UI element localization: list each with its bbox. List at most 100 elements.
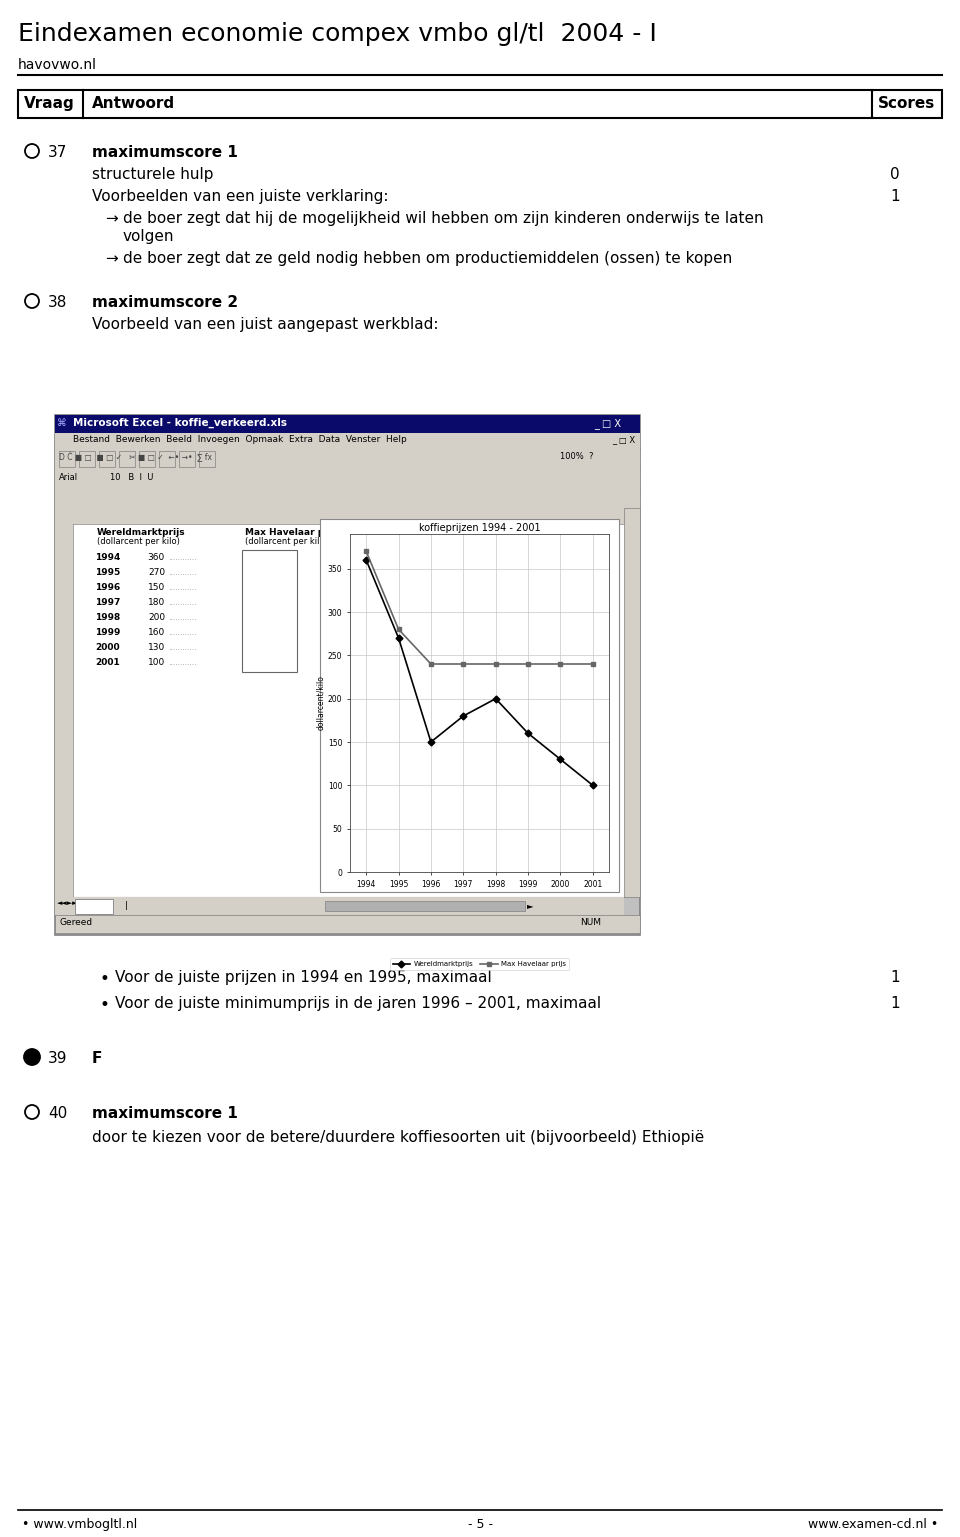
Text: ............: ............ (168, 553, 197, 563)
Bar (75, 899, 113, 915)
Text: 240: 240 (277, 629, 294, 636)
Bar (55, 415, 640, 934)
Text: 1996: 1996 (95, 583, 120, 592)
Text: 2000: 2000 (95, 642, 120, 652)
Text: 130: 130 (148, 642, 165, 652)
Max Havelaar prijs (490, 655, 501, 673)
Max Havelaar prijs (555, 655, 566, 673)
Text: 1: 1 (890, 970, 900, 985)
Text: Arial: Arial (59, 473, 78, 483)
Bar (55, 415, 71, 433)
Text: 10   B  I  U: 10 B I U (110, 473, 154, 483)
Text: Wereldmarktprijs: Wereldmarktprijs (97, 529, 185, 536)
Bar (55, 490, 640, 509)
Text: 240: 240 (277, 613, 294, 622)
Line: Max Havelaar prijs: Max Havelaar prijs (364, 549, 595, 667)
Legend: Wereldmarktprijs, Max Havelaar prijs: Wereldmarktprijs, Max Havelaar prijs (390, 959, 569, 970)
Max Havelaar prijs (522, 655, 534, 673)
Text: ◄◄►►: ◄◄►► (57, 901, 79, 905)
Text: Antwoord: Antwoord (92, 95, 175, 111)
Bar (120, 898, 320, 915)
Bar (624, 509, 640, 898)
Line: Wereldmarktprijs: Wereldmarktprijs (364, 558, 595, 788)
Wereldmarktprijs (522, 724, 534, 742)
Bar (55, 509, 73, 898)
Text: 100: 100 (148, 658, 165, 667)
Text: →: → (105, 211, 118, 226)
Text: •: • (100, 996, 109, 1014)
Bar (199, 450, 215, 467)
Text: NUM: NUM (580, 918, 601, 927)
Text: Bestand  Bewerken  Beeld  Invoegen  Opmaak  Extra  Data  Venster  Help: Bestand Bewerken Beeld Invoegen Opmaak E… (73, 435, 407, 444)
Text: 40: 40 (48, 1107, 67, 1120)
Text: 240: 240 (277, 598, 294, 607)
Text: www.examen-cd.nl •: www.examen-cd.nl • (807, 1519, 938, 1531)
Bar (99, 450, 115, 467)
Text: 100%  ?: 100% ? (560, 452, 593, 461)
Text: ............: ............ (168, 642, 197, 652)
Text: ............: ............ (168, 598, 197, 607)
Text: 240: 240 (277, 642, 294, 652)
Text: ............: ............ (168, 583, 197, 592)
Text: de boer zegt dat ze geld nodig hebben om productiemiddelen (ossen) te kopen: de boer zegt dat ze geld nodig hebben om… (123, 251, 732, 266)
Text: 39: 39 (48, 1051, 67, 1067)
Text: Voorbeelden van een juiste verklaring:: Voorbeelden van een juiste verklaring: (92, 189, 389, 204)
Text: 1: 1 (890, 996, 900, 1011)
Text: 270: 270 (148, 569, 165, 576)
Text: 280: 280 (276, 569, 294, 576)
Max Havelaar prijs (458, 655, 469, 673)
Text: 1999: 1999 (95, 629, 120, 636)
Wereldmarktprijs (425, 733, 437, 752)
Text: 1997: 1997 (95, 598, 120, 607)
Text: ............: ............ (168, 658, 197, 667)
Text: 160: 160 (148, 629, 165, 636)
Text: 38: 38 (48, 295, 67, 310)
Text: volgen: volgen (123, 229, 175, 244)
Text: _ □ X: _ □ X (612, 435, 636, 444)
Text: D Ĉ ■ □  ■ □ ✓   ✂ ■ □ ✓  ←• →•  ∑ fx: D Ĉ ■ □ ■ □ ✓ ✂ ■ □ ✓ ←• →• ∑ fx (59, 452, 212, 463)
Wereldmarktprijs (555, 750, 566, 768)
Text: 200: 200 (148, 613, 165, 622)
Text: ............: ............ (168, 629, 197, 636)
Text: 370: 370 (276, 553, 294, 563)
Wereldmarktprijs (458, 707, 469, 725)
Text: Voorbeeld van een juist aangepast werkblad:: Voorbeeld van een juist aangepast werkbl… (92, 317, 439, 332)
Text: ............: ............ (168, 569, 197, 576)
Text: 180: 180 (148, 598, 165, 607)
Bar (320, 520, 619, 891)
Max Havelaar prijs (360, 543, 372, 561)
Text: →: → (105, 251, 118, 266)
Text: door te kiezen voor de betere/duurdere koffiesoorten uit (bijvoorbeeld) Ethiopië: door te kiezen voor de betere/duurdere k… (92, 1130, 705, 1145)
Max Havelaar prijs (425, 655, 437, 673)
Text: (dollarcent per kilo): (dollarcent per kilo) (97, 536, 180, 546)
Bar (55, 915, 640, 933)
Bar (55, 415, 640, 433)
Text: maximumscore 1: maximumscore 1 (92, 1107, 238, 1120)
Text: Vraag: Vraag (24, 95, 75, 111)
Text: de boer zegt dat hij de mogelijkheid wil hebben om zijn kinderen onderwijs te la: de boer zegt dat hij de mogelijkheid wil… (123, 211, 763, 226)
Bar (79, 450, 95, 467)
Bar (139, 450, 155, 467)
Bar (55, 447, 640, 470)
Text: 0: 0 (890, 168, 900, 181)
Text: 240: 240 (277, 583, 294, 592)
Text: maximumscore 1: maximumscore 1 (92, 144, 238, 160)
Text: havovwo.nl: havovwo.nl (18, 58, 97, 72)
Circle shape (25, 1105, 39, 1119)
Text: 150: 150 (148, 583, 165, 592)
Text: 1998: 1998 (95, 613, 120, 622)
Text: Voor de juiste prijzen in 1994 en 1995, maximaal: Voor de juiste prijzen in 1994 en 1995, … (115, 970, 492, 985)
Bar (18, 91, 942, 118)
Text: (dollarcent per kilo): (dollarcent per kilo) (245, 536, 328, 546)
Text: • www.vmbogltl.nl: • www.vmbogltl.nl (22, 1519, 137, 1531)
Text: 240: 240 (277, 658, 294, 667)
Text: 1994: 1994 (95, 553, 120, 563)
Bar (55, 433, 640, 447)
Max Havelaar prijs (393, 619, 404, 638)
Wereldmarktprijs (490, 690, 501, 709)
Bar (55, 509, 640, 524)
Wereldmarktprijs (393, 629, 404, 647)
Wereldmarktprijs (360, 550, 372, 569)
Circle shape (24, 1048, 40, 1065)
Circle shape (25, 144, 39, 158)
